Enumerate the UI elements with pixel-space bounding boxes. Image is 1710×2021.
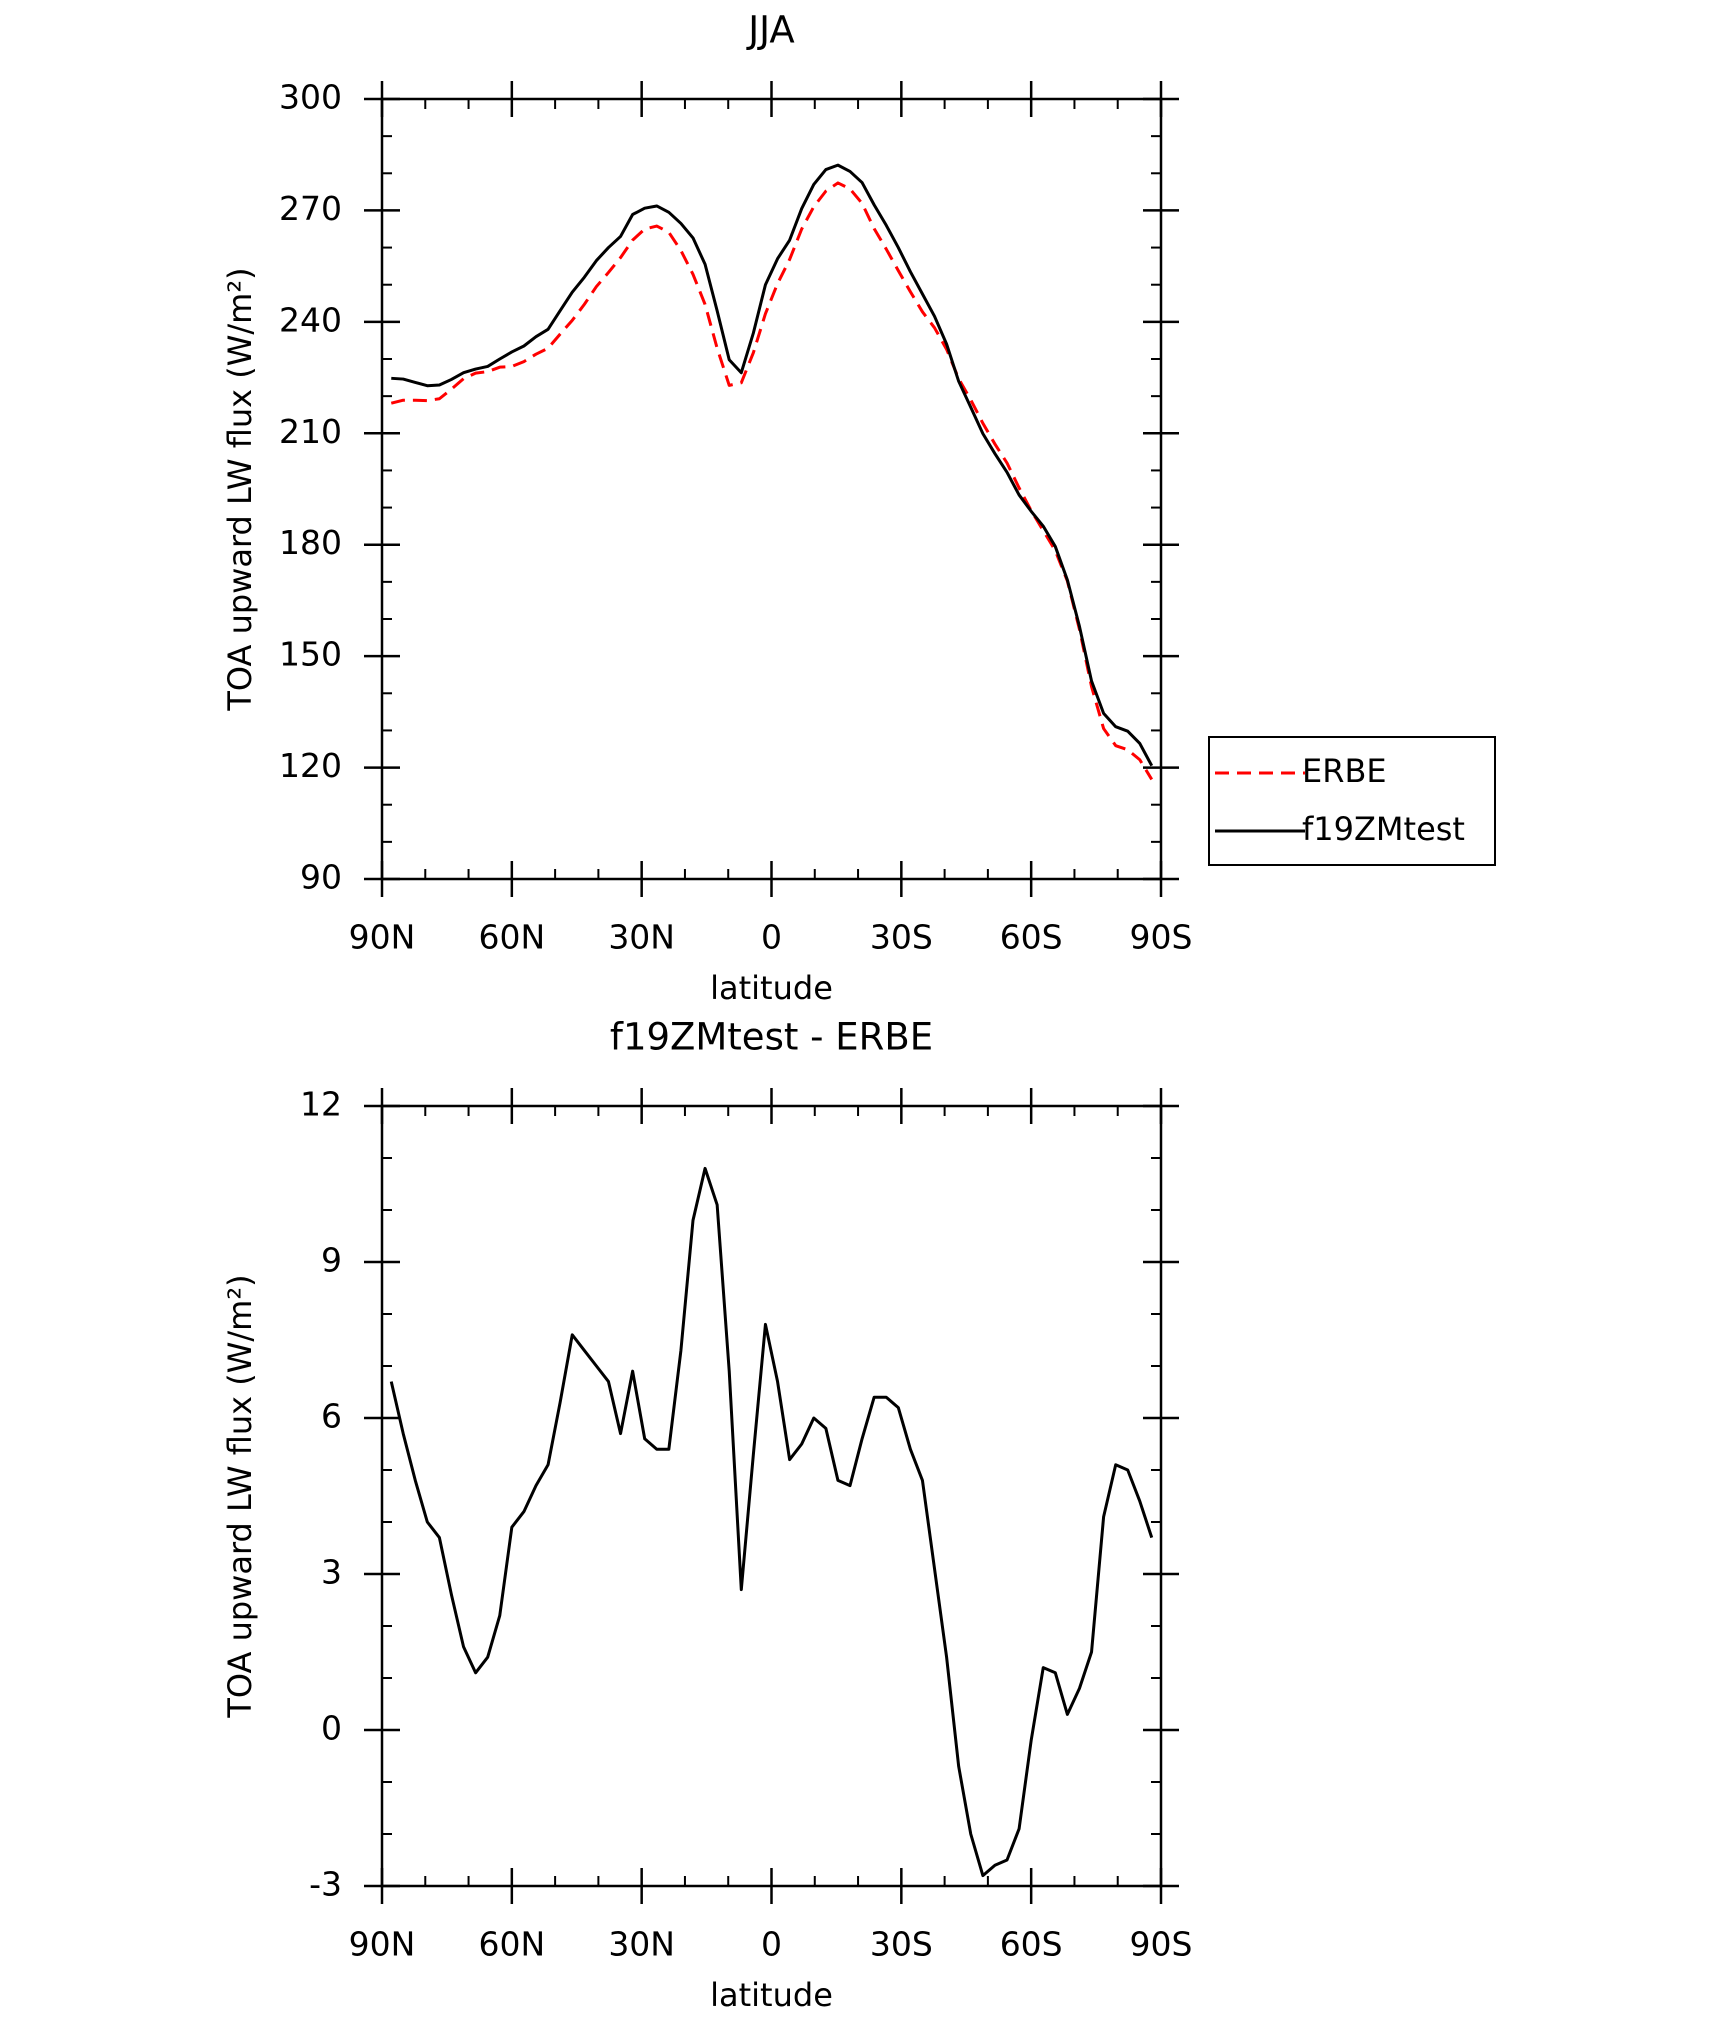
- y-tick-label: -3: [309, 1865, 342, 1904]
- y-tick-label: 6: [321, 1397, 342, 1436]
- legend-box: [1208, 736, 1496, 866]
- legend-label: f19ZMtest: [1302, 810, 1465, 848]
- chart-title: JJA: [746, 9, 795, 52]
- x-tick-label: 30N: [608, 1925, 675, 1964]
- x-axis-label: latitude: [710, 1976, 833, 2014]
- data-line: [390, 181, 1154, 781]
- x-tick-label: 30S: [870, 1925, 933, 1964]
- x-tick-label: 60S: [1000, 1925, 1063, 1964]
- x-tick-label: 0: [761, 918, 782, 957]
- x-axis-label: latitude: [710, 969, 833, 1007]
- x-tick-label: 90N: [349, 918, 416, 957]
- y-tick-label: 0: [321, 1709, 342, 1748]
- y-tick-label: 300: [279, 78, 342, 117]
- y-tick-label: 150: [279, 635, 342, 674]
- y-tick-label: 90: [300, 858, 342, 897]
- y-axis-label: TOA upward LW flux (W/m²): [221, 267, 259, 711]
- x-tick-label: 60N: [478, 1925, 545, 1964]
- legend-label: ERBE: [1302, 752, 1387, 790]
- y-tick-label: 120: [279, 746, 342, 785]
- x-tick-label: 30N: [608, 918, 675, 957]
- x-tick-label: 90S: [1130, 1925, 1193, 1964]
- data-line: [389, 1166, 1154, 1878]
- x-tick-label: 60S: [1000, 918, 1063, 957]
- y-tick-label: 12: [300, 1085, 342, 1124]
- y-tick-label: 180: [279, 523, 342, 562]
- y-tick-label: 270: [279, 189, 342, 228]
- x-tick-label: 90N: [349, 1925, 416, 1964]
- y-axis-label: TOA upward LW flux (W/m²): [221, 1274, 259, 1718]
- x-tick-label: 60N: [478, 918, 545, 957]
- plot-frame: [380, 97, 1163, 881]
- data-line: [391, 163, 1154, 767]
- y-tick-label: 9: [321, 1241, 342, 1280]
- y-tick-label: 210: [279, 412, 342, 451]
- x-tick-label: 0: [761, 1925, 782, 1964]
- y-tick-label: 240: [279, 300, 342, 339]
- x-tick-label: 30S: [870, 918, 933, 957]
- plot-frame: [380, 1104, 1163, 1888]
- x-tick-label: 90S: [1130, 918, 1193, 957]
- y-tick-label: 3: [321, 1553, 342, 1592]
- chart-title: f19ZMtest - ERBE: [610, 1016, 933, 1059]
